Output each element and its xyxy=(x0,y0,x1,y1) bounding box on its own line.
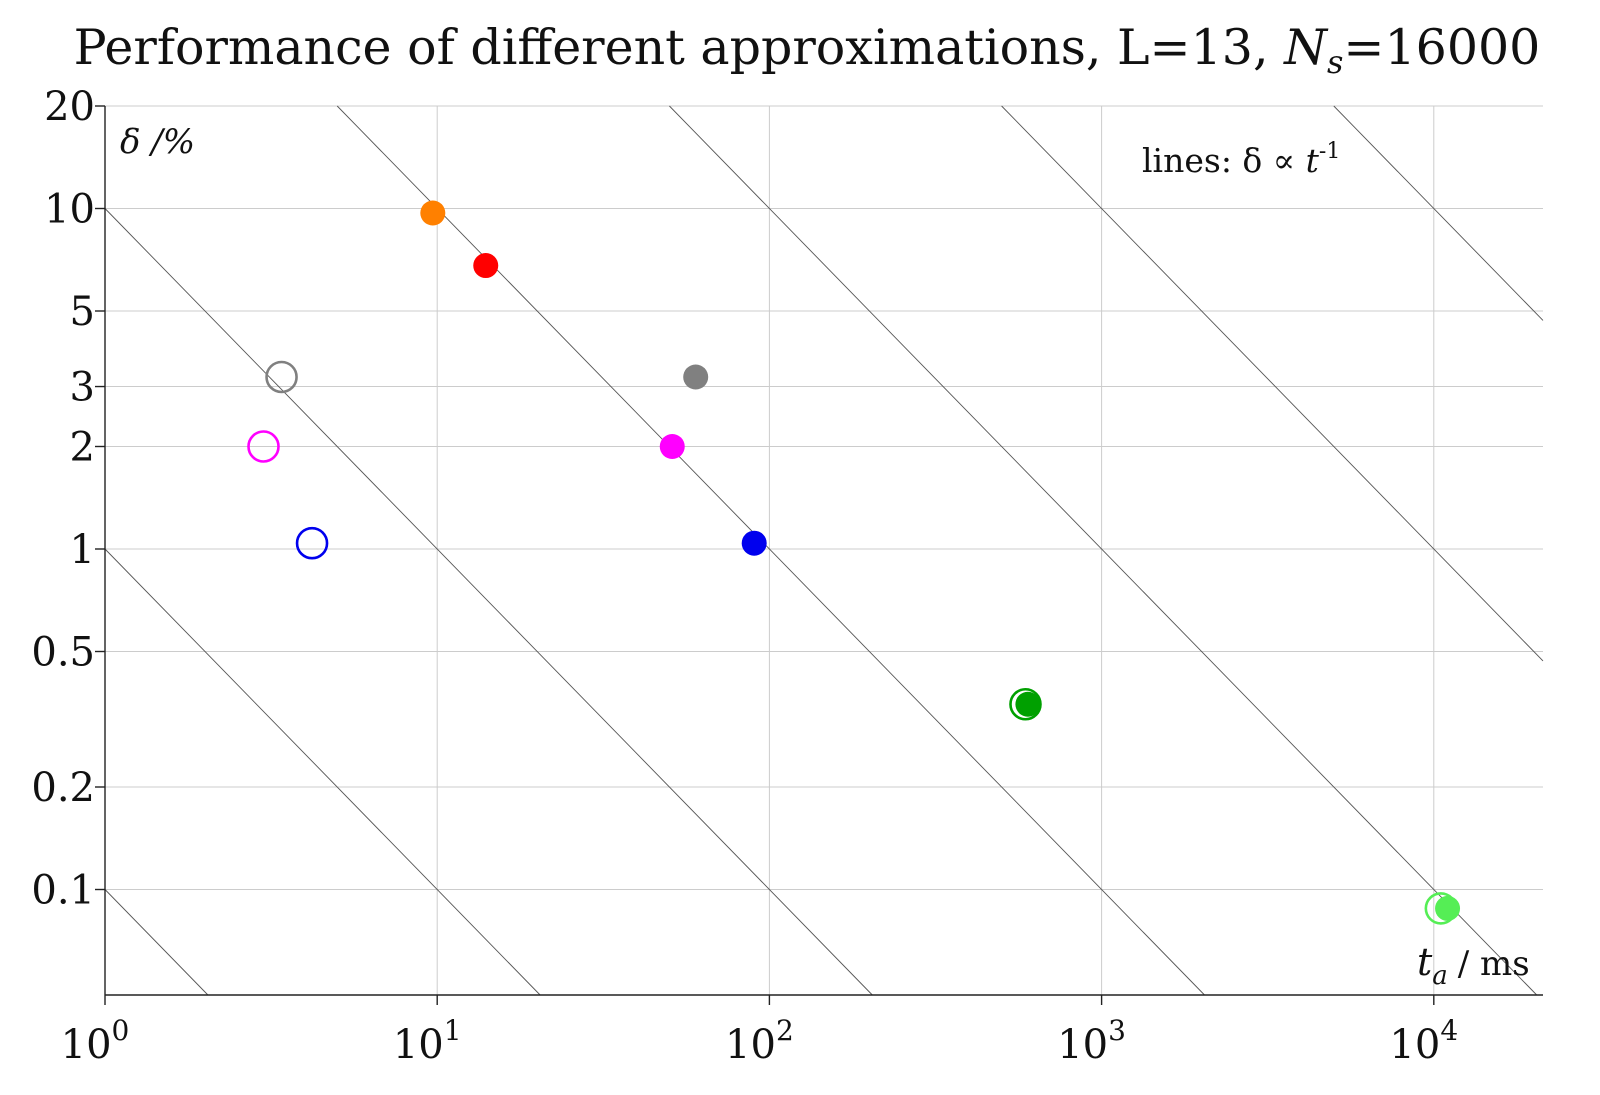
y-tick-label: 0.5 xyxy=(31,630,95,676)
data-point-filled xyxy=(683,364,709,390)
x-tick-label: 100 xyxy=(61,1014,130,1068)
data-point-open xyxy=(1009,687,1042,721)
data-point-filled xyxy=(1015,691,1041,717)
data-point-open xyxy=(265,360,298,394)
y-tick-label: 1 xyxy=(70,527,95,573)
reference-lines xyxy=(104,105,1544,996)
y-tick-label: 0.1 xyxy=(31,868,95,914)
grid-layer xyxy=(105,105,1543,995)
y-tick-label: 0.2 xyxy=(31,765,95,811)
x-label-main: t xyxy=(1417,940,1433,984)
reference-line xyxy=(104,889,209,996)
y-tick-label: 2 xyxy=(70,425,95,471)
x-label-unit: / ms xyxy=(1458,944,1530,984)
annotation-prefix: lines: δ ∝ xyxy=(1142,141,1306,180)
data-point-filled xyxy=(420,200,446,226)
x-tick-label: 101 xyxy=(393,1014,462,1068)
x-tick-label: 103 xyxy=(1057,1014,1126,1068)
y-axis-label: δ /% xyxy=(120,122,195,162)
data-point-open xyxy=(295,526,329,560)
x-label-sub: a xyxy=(1432,961,1448,991)
y-tick-label: 3 xyxy=(70,365,95,411)
data-point-filled xyxy=(741,530,767,556)
data-point-open xyxy=(247,430,280,463)
x-tick-label: 102 xyxy=(725,1014,794,1068)
sample-label: N xyxy=(1283,19,1329,76)
reference-line xyxy=(1001,105,1544,662)
axes xyxy=(95,105,1543,1005)
tick-labels: 20 10 5 3 2 1 0.5 0.2 0.1 100 101 102 103 104 xyxy=(31,84,1458,1068)
annotation-var: t xyxy=(1306,141,1320,180)
sample-sub: s xyxy=(1327,43,1343,81)
data-point-filled xyxy=(1435,895,1461,921)
data-points xyxy=(247,200,1461,925)
reference-line xyxy=(669,105,1538,996)
chart-title: Performance of different approximations,… xyxy=(74,19,1541,81)
data-point-filled xyxy=(659,434,685,459)
y-tick-label: 20 xyxy=(44,84,95,130)
data-point-filled xyxy=(473,253,499,279)
subtitle-text: L=13, xyxy=(1117,19,1269,76)
reference-line xyxy=(104,208,873,996)
x-tick-label: 104 xyxy=(1389,1014,1458,1068)
lines-annotation: lines: δ ∝ t-1 xyxy=(1142,139,1340,180)
reference-line xyxy=(336,105,1205,996)
y-tick-label: 5 xyxy=(70,289,95,335)
reference-line xyxy=(1333,105,1544,321)
x-axis-label: ta / ms xyxy=(1417,940,1530,991)
reference-line xyxy=(104,548,541,996)
y-tick-label: 10 xyxy=(44,187,95,233)
annotation-exp: -1 xyxy=(1319,139,1340,164)
title-text: Performance of different approximations xyxy=(74,19,1086,76)
sample-value: =16000 xyxy=(1343,19,1540,76)
